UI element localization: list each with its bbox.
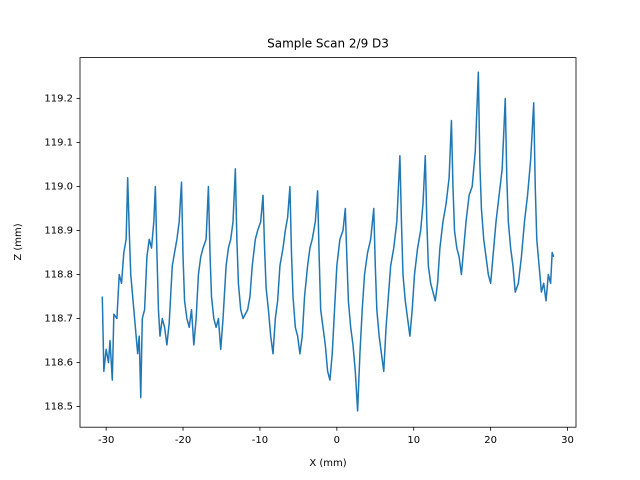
x-tick-label: 30 (561, 435, 574, 446)
y-tick-label: 118.8 (44, 270, 73, 281)
x-tick-label: 0 (334, 435, 340, 446)
data-line (101, 71, 555, 412)
y-axis-label: Z (mm) (13, 223, 24, 260)
y-tick-label: 118.9 (44, 226, 73, 237)
x-tick-label: -10 (252, 435, 268, 446)
plot-frame (79, 57, 577, 428)
y-tick-label: 119.1 (44, 138, 73, 149)
x-tick-label: 10 (407, 435, 420, 446)
x-axis-label: X (mm) (309, 458, 346, 469)
y-tick-label: 118.6 (44, 358, 73, 369)
x-tick-label: 20 (484, 435, 497, 446)
y-tick-label: 119.2 (44, 94, 73, 105)
y-tick-label: 118.7 (44, 314, 73, 325)
chart-title: Sample Scan 2/9 D3 (267, 37, 389, 51)
x-tick-label: -20 (175, 435, 191, 446)
y-tick-label: 119.0 (44, 182, 73, 193)
x-tick-label: -30 (98, 435, 114, 446)
y-tick-label: 118.5 (44, 402, 73, 413)
